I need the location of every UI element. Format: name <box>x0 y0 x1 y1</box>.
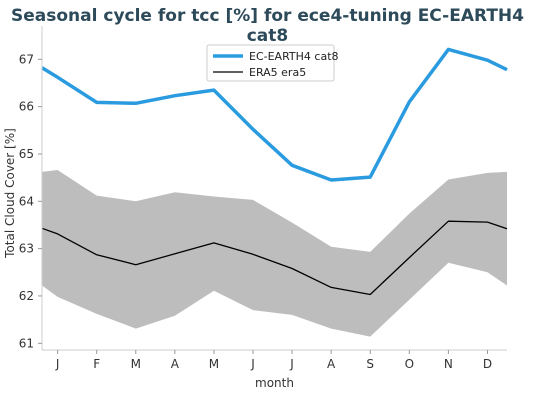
lines-layer <box>41 47 508 296</box>
y-tick-label: 67 <box>19 52 34 66</box>
x-tick-label: O <box>405 357 414 371</box>
chart-title: Seasonal cycle for tcc [%] for ece4-tuni… <box>11 6 524 46</box>
x-tick-label: J <box>250 357 255 371</box>
x-tick-label: A <box>327 357 336 371</box>
legend-layer: EC-EARTH4 cat8 ERA5 era5 <box>206 44 339 82</box>
x-tick-label: J <box>289 357 294 371</box>
x-tick-label: M <box>131 357 141 371</box>
series-line-0 <box>41 47 508 182</box>
y-tick-label: 66 <box>19 100 34 114</box>
y-tick-label: 63 <box>19 242 34 256</box>
y-tick-label: 61 <box>19 336 34 350</box>
y-tick-label: 65 <box>19 147 34 161</box>
x-tick-label: N <box>444 357 453 371</box>
legend-label-0: EC-EARTH4 cat8 <box>249 50 339 63</box>
series-line-1 <box>41 220 508 296</box>
y-axis-label: Total Cloud Cover [%] <box>3 128 17 259</box>
y-tick-label: 64 <box>19 194 34 208</box>
band-layer <box>42 170 507 337</box>
x-tick-label: J <box>55 357 60 371</box>
spread-band <box>42 170 507 337</box>
x-tick-label: D <box>483 357 492 371</box>
x-tick-label: S <box>366 357 374 371</box>
y-tick-label: 62 <box>19 289 34 303</box>
x-tick-label: F <box>93 357 100 371</box>
x-tick-label: A <box>171 357 180 371</box>
x-tick-label: M <box>209 357 219 371</box>
legend-label-1: ERA5 era5 <box>249 66 306 79</box>
x-axis-label: month <box>255 376 294 390</box>
